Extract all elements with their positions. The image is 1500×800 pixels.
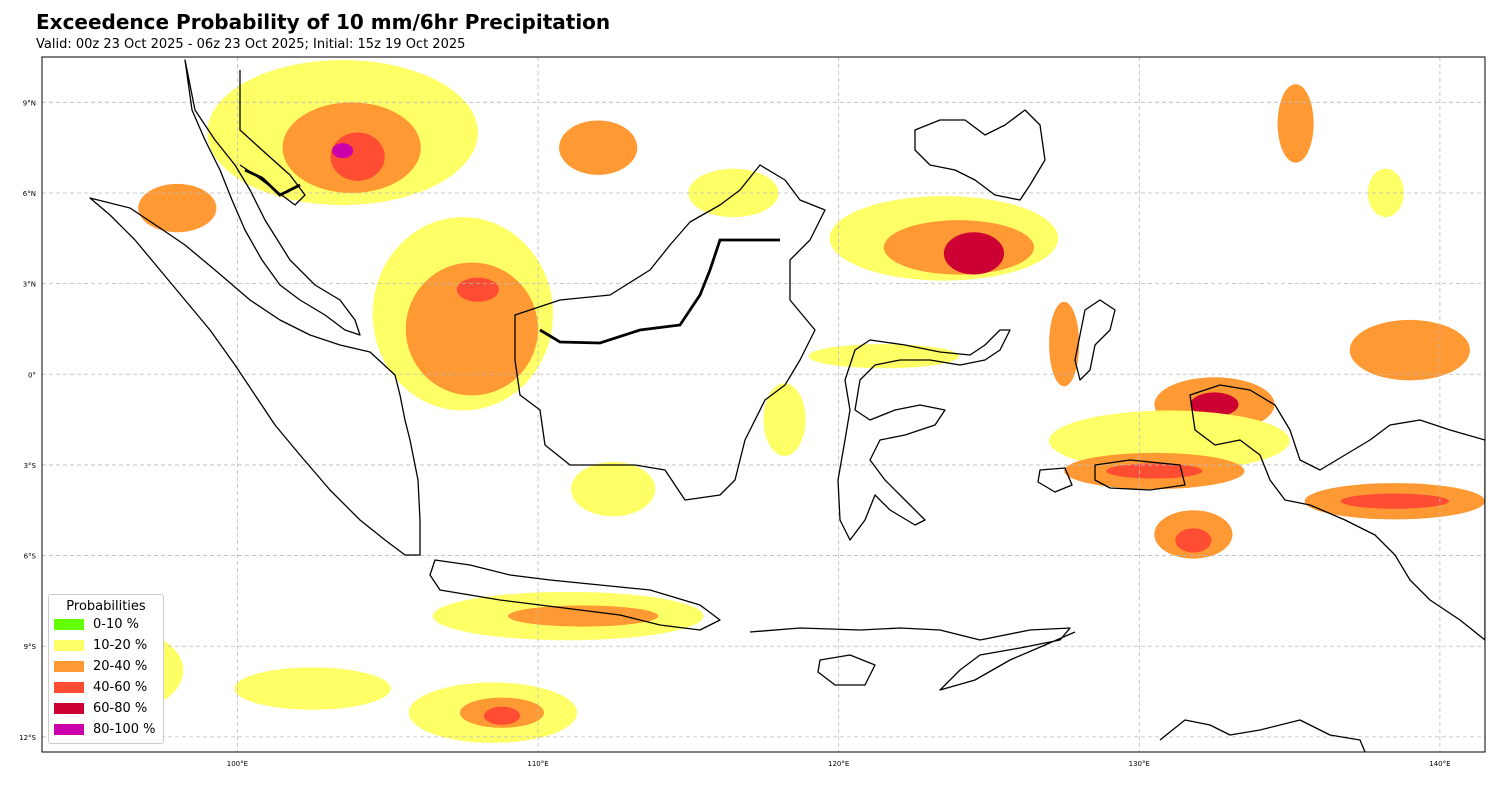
precip-area-60-80 bbox=[1190, 392, 1239, 417]
legend-item: 60-80 % bbox=[49, 698, 163, 719]
legend-item: 0-10 % bbox=[49, 614, 163, 635]
lat-tick-label: 0° bbox=[28, 371, 36, 379]
legend-label: 0-10 % bbox=[93, 617, 139, 632]
precip-area-40-60 bbox=[1340, 493, 1449, 509]
lesser-sunda-coast bbox=[749, 627, 1076, 691]
lat-tick-label: 9°S bbox=[24, 643, 37, 651]
precip-area-40-60 bbox=[456, 277, 499, 302]
thailand-coast bbox=[239, 70, 306, 206]
legend-swatch bbox=[54, 661, 84, 672]
malay-peninsula-coast bbox=[184, 59, 361, 336]
sumatra-coast bbox=[89, 197, 421, 556]
legend-label: 10-20 % bbox=[93, 638, 148, 653]
legend-label: 60-80 % bbox=[93, 701, 148, 716]
map-subtitle: Valid: 00z 23 Oct 2025 - 06z 23 Oct 2025… bbox=[36, 37, 466, 52]
precip-area-20-40 bbox=[405, 262, 539, 396]
mindanao-coast bbox=[914, 109, 1046, 201]
precip-area-10-20 bbox=[571, 461, 656, 517]
lon-tick-label: 120°E bbox=[828, 760, 849, 768]
legend-item: 10-20 % bbox=[49, 635, 163, 656]
java-coast bbox=[429, 559, 721, 631]
precip-area-40-60 bbox=[483, 706, 520, 725]
legend-title: Probabilities bbox=[66, 599, 146, 614]
precip-area-10-20 bbox=[763, 383, 806, 456]
australia-coast bbox=[1159, 719, 1366, 752]
sumbawa-coast bbox=[817, 654, 876, 686]
precip-area-10-20 bbox=[688, 168, 779, 218]
new-guinea-coast bbox=[1189, 384, 1485, 641]
legend-swatch bbox=[54, 640, 84, 651]
legend-swatch bbox=[54, 703, 84, 714]
precip-area-20-40 bbox=[507, 605, 659, 627]
lon-tick-label: 140°E bbox=[1429, 760, 1450, 768]
precip-area-20-40 bbox=[1277, 84, 1314, 163]
legend-swatch bbox=[54, 619, 84, 630]
lat-tick-label: 3°N bbox=[23, 281, 36, 289]
thailand-border bbox=[244, 168, 301, 197]
precip-area-20-40 bbox=[138, 183, 217, 233]
borneo-coast bbox=[514, 164, 826, 501]
lon-tick-label: 110°E bbox=[527, 760, 548, 768]
lat-tick-label: 12°S bbox=[19, 734, 36, 742]
precip-area-10-20 bbox=[234, 667, 391, 710]
legend: Probabilities 0-10 % 10-20 % 20-40 % 40-60 … bbox=[48, 594, 164, 744]
precip-area-10-20 bbox=[1367, 168, 1404, 218]
lat-tick-label: 6°N bbox=[23, 190, 36, 198]
lon-tick-label: 100°E bbox=[227, 760, 248, 768]
precip-area-10-20 bbox=[808, 344, 959, 369]
lat-tick-label: 3°S bbox=[24, 462, 37, 470]
lat-tick-label: 6°S bbox=[24, 553, 37, 561]
legend-label: 40-60 % bbox=[93, 680, 148, 695]
precipitation-layer bbox=[51, 60, 1485, 743]
precip-area-20-40 bbox=[1349, 319, 1470, 381]
precip-area-20-40 bbox=[559, 120, 638, 175]
lon-tick-label: 130°E bbox=[1129, 760, 1150, 768]
map-title: Exceedence Probability of 10 mm/6hr Prec… bbox=[36, 10, 611, 34]
precip-area-20-40 bbox=[1049, 301, 1080, 387]
legend-item: 40-60 % bbox=[49, 677, 163, 698]
lat-tick-label: 9°N bbox=[23, 99, 36, 107]
legend-item: 80-100 % bbox=[49, 719, 163, 740]
maluku-coast bbox=[1037, 299, 1186, 493]
borneo-border bbox=[539, 238, 780, 345]
legend-item: 20-40 % bbox=[49, 656, 163, 677]
legend-swatch bbox=[54, 724, 84, 735]
precip-area-60-80 bbox=[943, 232, 1004, 275]
axis-ticks: 100°E 110°E 120°E 130°E 140°E 9°N 6°N 3°N 0° 3°S 6… bbox=[19, 99, 1450, 768]
map-frame bbox=[41, 56, 1486, 753]
legend-label: 80-100 % bbox=[93, 722, 156, 737]
coastlines bbox=[89, 59, 1485, 752]
precip-area-80-100 bbox=[332, 143, 354, 159]
precip-area-40-60 bbox=[1175, 528, 1212, 553]
legend-label: 20-40 % bbox=[93, 659, 148, 674]
legend-swatch bbox=[54, 682, 84, 693]
sulawesi-coast bbox=[837, 329, 1011, 541]
precip-area-40-60 bbox=[1106, 463, 1203, 479]
